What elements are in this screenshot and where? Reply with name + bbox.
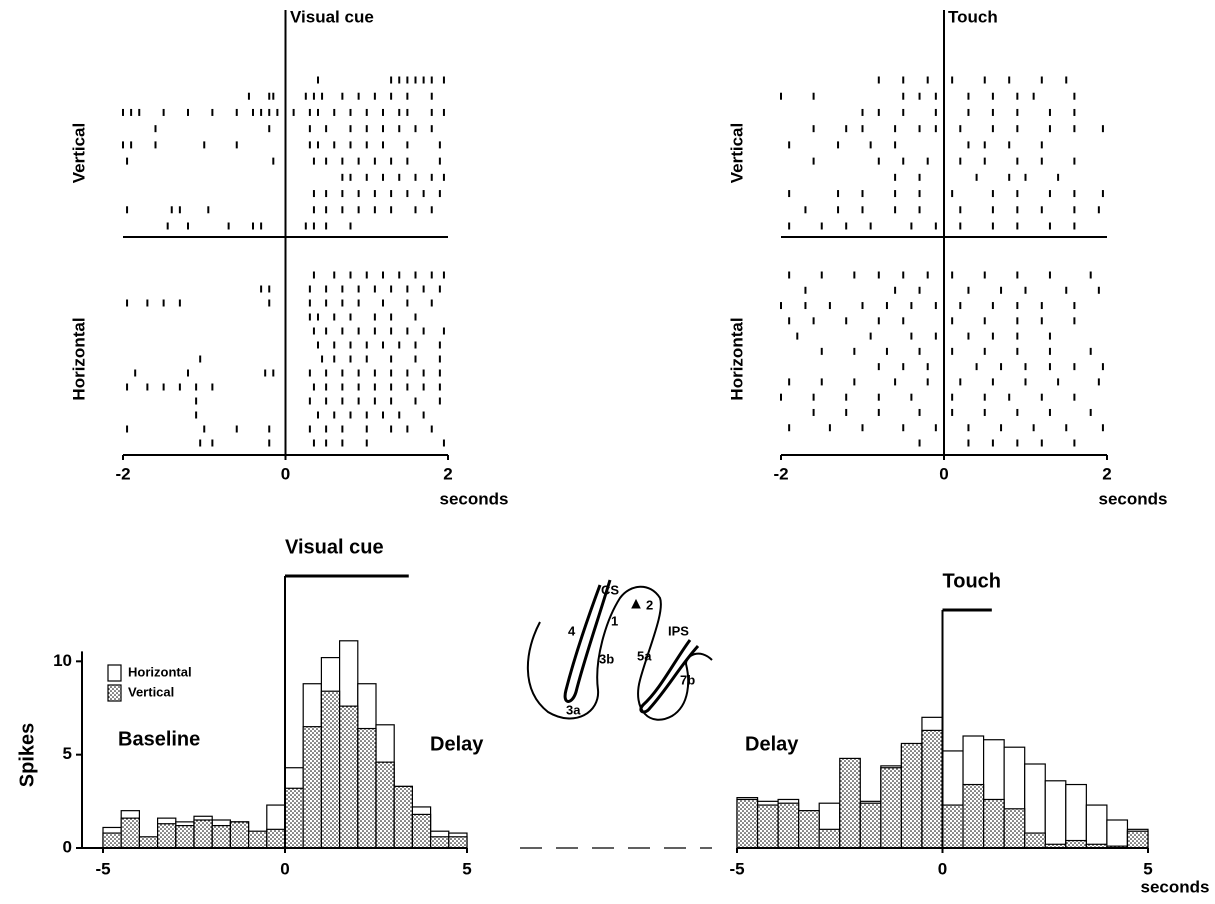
histogram-bar (449, 837, 467, 848)
annotation: Delay (430, 733, 484, 755)
y-tick-label: 0 (63, 837, 72, 856)
diagram-label: CS (601, 582, 619, 597)
legend-swatch (108, 685, 121, 701)
histogram-bar (321, 691, 339, 848)
diagram-label: 1 (611, 613, 618, 628)
diagram-label: 3a (566, 702, 581, 717)
histogram-bar (860, 803, 881, 848)
histogram-bar (778, 803, 799, 848)
legend-label: Vertical (128, 684, 174, 699)
x-tick-label: -2 (115, 464, 130, 483)
histogram-bar (194, 820, 212, 848)
y-axis-label: Spikes (16, 723, 38, 787)
histogram-bar (1066, 785, 1087, 848)
diagram-label: 2 (646, 597, 653, 612)
histogram-bar (139, 837, 157, 848)
histogram-bar (230, 822, 248, 848)
histogram-bar (358, 729, 376, 848)
histogram-bar (881, 768, 902, 848)
histogram-bar (103, 833, 121, 848)
chart-title: Visual cue (285, 536, 384, 558)
histogram-bar (737, 799, 758, 848)
x-axis-label: seconds (1141, 877, 1210, 896)
x-tick-label: 5 (462, 859, 471, 878)
histogram-bar (943, 805, 964, 848)
histogram-bar (963, 785, 984, 848)
histogram-bar (840, 758, 861, 848)
histogram-bar (431, 837, 449, 848)
histogram-bar (922, 730, 943, 848)
chart-title: Touch (948, 7, 998, 26)
histogram-bar (799, 811, 820, 848)
group-label: Vertical (69, 123, 88, 184)
histogram-bar (158, 824, 176, 848)
histogram-bar (758, 805, 779, 848)
histogram-bar (267, 829, 285, 848)
diagram-label: 5a (637, 648, 652, 663)
cortex-diagram (528, 580, 712, 720)
x-tick-label: 0 (938, 859, 947, 878)
histogram-bar (412, 814, 430, 848)
group-label: Vertical (727, 123, 746, 184)
x-tick-label: -5 (729, 859, 744, 878)
histogram-bar (249, 831, 267, 848)
annotation: Baseline (118, 728, 200, 750)
legend-label: Horizontal (128, 664, 192, 679)
histogram-bar (394, 786, 412, 848)
y-tick-label: 5 (63, 744, 72, 763)
diagram-label: 3b (599, 651, 614, 666)
histogram-bar (1066, 841, 1087, 848)
legend-swatch (108, 665, 121, 681)
histogram-bar (1127, 831, 1148, 848)
histogram-bar (121, 818, 139, 848)
histogram-bar (819, 829, 840, 848)
group-label: Horizontal (69, 317, 88, 400)
x-tick-label: 2 (1102, 464, 1111, 483)
histogram-bar (1025, 833, 1046, 848)
x-tick-label: 0 (280, 859, 289, 878)
histogram-bar (340, 706, 358, 848)
x-axis-label: seconds (440, 489, 509, 508)
diagram-label: 7b (680, 672, 695, 687)
x-tick-label: 0 (939, 464, 948, 483)
histogram-bar (212, 826, 230, 848)
x-tick-label: 2 (443, 464, 452, 483)
histogram-bar (376, 762, 394, 848)
group-label: Horizontal (727, 317, 746, 400)
histogram-bar (285, 788, 303, 848)
histogram-bar (1004, 809, 1025, 848)
annotation: Delay (745, 733, 799, 755)
histogram-bar (1107, 820, 1128, 848)
y-tick-label: 10 (53, 651, 72, 670)
page: Visual cue Vertical Horizontal -2 0 2 seconds T… (0, 0, 1215, 899)
figure: Visual cue Vertical Horizontal -2 0 2 seconds T… (0, 0, 1215, 899)
histogram-bar (1086, 805, 1107, 848)
chart-title: Visual cue (290, 7, 374, 26)
x-tick-label: 0 (281, 464, 290, 483)
x-tick-label: -5 (95, 859, 110, 878)
chart-title: Touch (943, 570, 1002, 592)
histogram-bar (176, 826, 194, 848)
histogram-bar (303, 727, 321, 848)
histogram-bar (1045, 781, 1066, 848)
diagram-label: IPS (668, 623, 689, 638)
histogram-bar (984, 799, 1005, 848)
histogram-bar (901, 743, 922, 848)
x-tick-label: 5 (1143, 859, 1152, 878)
diagram-label: 4 (568, 623, 576, 638)
x-tick-label: -2 (773, 464, 788, 483)
x-axis-label: seconds (1099, 489, 1168, 508)
